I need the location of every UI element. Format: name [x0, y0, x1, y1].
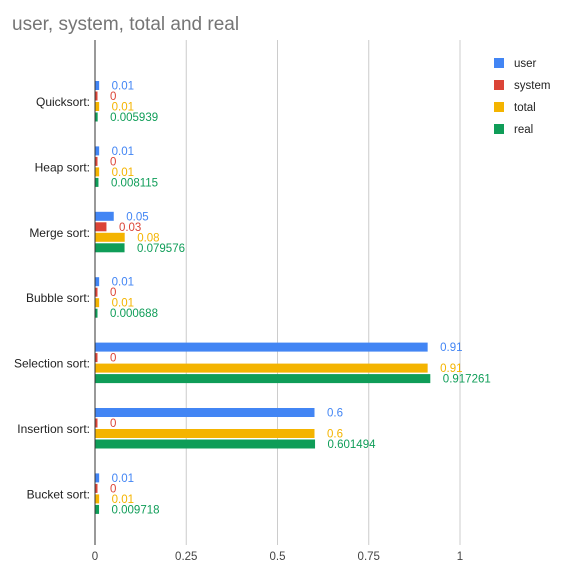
legend-label-user: user	[514, 58, 537, 70]
x-tick-label: 0	[92, 551, 98, 563]
legend-swatch-system	[494, 80, 504, 90]
category-label: Quicksort:	[36, 95, 90, 109]
grid-lines	[185, 40, 461, 545]
category-label: Merge sort:	[29, 226, 90, 240]
bar-real	[95, 243, 125, 253]
data-label-user: 0.01	[112, 81, 134, 93]
data-label-system: 0	[110, 91, 116, 103]
legend-swatch-user	[494, 58, 504, 68]
data-label-system: 0	[110, 353, 116, 365]
bar-real	[95, 177, 99, 187]
data-label-real: 0.601494	[328, 439, 377, 451]
bar-user	[95, 473, 100, 483]
x-tick-label: 1	[457, 551, 463, 563]
data-label-user: 0.05	[126, 211, 148, 223]
data-label-system: 0.03	[119, 222, 141, 234]
category-label: Bucket sort:	[27, 487, 90, 501]
bar-total	[95, 363, 428, 373]
chart-title: user, system, total and real	[12, 14, 240, 35]
data-label-system: 0	[110, 483, 116, 495]
data-label-total: 0.01	[112, 167, 134, 179]
legend-label-total: total	[514, 102, 536, 114]
bar-system	[95, 483, 98, 493]
x-tick-label: 0.25	[175, 551, 197, 563]
x-axis: 0 0.25 0.5 0.75 1	[92, 40, 463, 563]
data-label-system: 0	[110, 287, 116, 299]
y-axis-categories: Quicksort: Heap sort: Merge sort: Bubble so…	[14, 95, 90, 501]
bar-total	[95, 494, 100, 504]
data-label-real: 0.009718	[112, 504, 160, 516]
legend-swatch-real	[494, 124, 504, 134]
category-label: Heap sort:	[35, 160, 90, 174]
x-tick-label: 0.75	[358, 551, 380, 563]
data-label-total: 0.01	[112, 494, 134, 506]
legend-label-real: real	[514, 124, 533, 136]
bar-user	[95, 146, 100, 156]
bar-system	[95, 91, 98, 101]
data-label-total: 0.6	[327, 429, 343, 441]
category-label: Insertion sort:	[17, 422, 90, 436]
bar-total	[95, 167, 100, 177]
bar-system	[95, 222, 107, 232]
bar-total	[95, 429, 315, 438]
legend: user system total real	[494, 58, 550, 136]
category-label: Bubble sort:	[26, 291, 90, 305]
data-label-real: 0.079576	[137, 243, 185, 255]
x-tick-label: 0.5	[270, 551, 286, 563]
category-label: Selection sort:	[14, 357, 90, 371]
bar-user	[95, 81, 100, 90]
data-label-total: 0.01	[112, 102, 134, 114]
legend-label-system: system	[514, 80, 550, 92]
bar-real	[95, 112, 98, 122]
data-label-total: 0.08	[137, 232, 159, 244]
bar-user	[95, 408, 315, 417]
data-label-user: 0.01	[112, 473, 134, 485]
bar-user	[95, 342, 428, 352]
data-label-system: 0	[110, 418, 116, 430]
bar-total	[95, 232, 125, 242]
data-label-user: 0.01	[112, 146, 134, 158]
data-label-real: 0.005939	[110, 112, 158, 124]
bar-user	[95, 277, 100, 287]
data-label-total: 0.01	[112, 298, 134, 310]
bar-real	[95, 504, 100, 514]
data-label-total: 0.91	[440, 363, 462, 375]
bar-real	[95, 439, 316, 449]
bar-total	[95, 102, 100, 111]
bar-system	[95, 418, 98, 428]
data-label-real: 0.000688	[110, 308, 158, 320]
data-label-user: 0.01	[112, 277, 134, 289]
data-label-real: 0.008115	[111, 177, 158, 189]
legend-swatch-total	[494, 102, 504, 112]
bar-user	[95, 211, 114, 221]
data-label-user: 0.6	[327, 408, 343, 420]
data-label-real: 0.917261	[443, 374, 491, 386]
data-label-system: 0	[110, 156, 116, 168]
data-label-user: 0.91	[440, 342, 462, 354]
bar-real	[95, 308, 98, 318]
bar-system	[95, 156, 98, 166]
bar-real	[95, 374, 431, 384]
bar-system	[95, 287, 98, 297]
bar-system	[95, 353, 98, 363]
bar-group: 0.0100.010.0059390.0100.010.0081150.050.…	[95, 81, 491, 516]
bar-total	[95, 298, 100, 308]
